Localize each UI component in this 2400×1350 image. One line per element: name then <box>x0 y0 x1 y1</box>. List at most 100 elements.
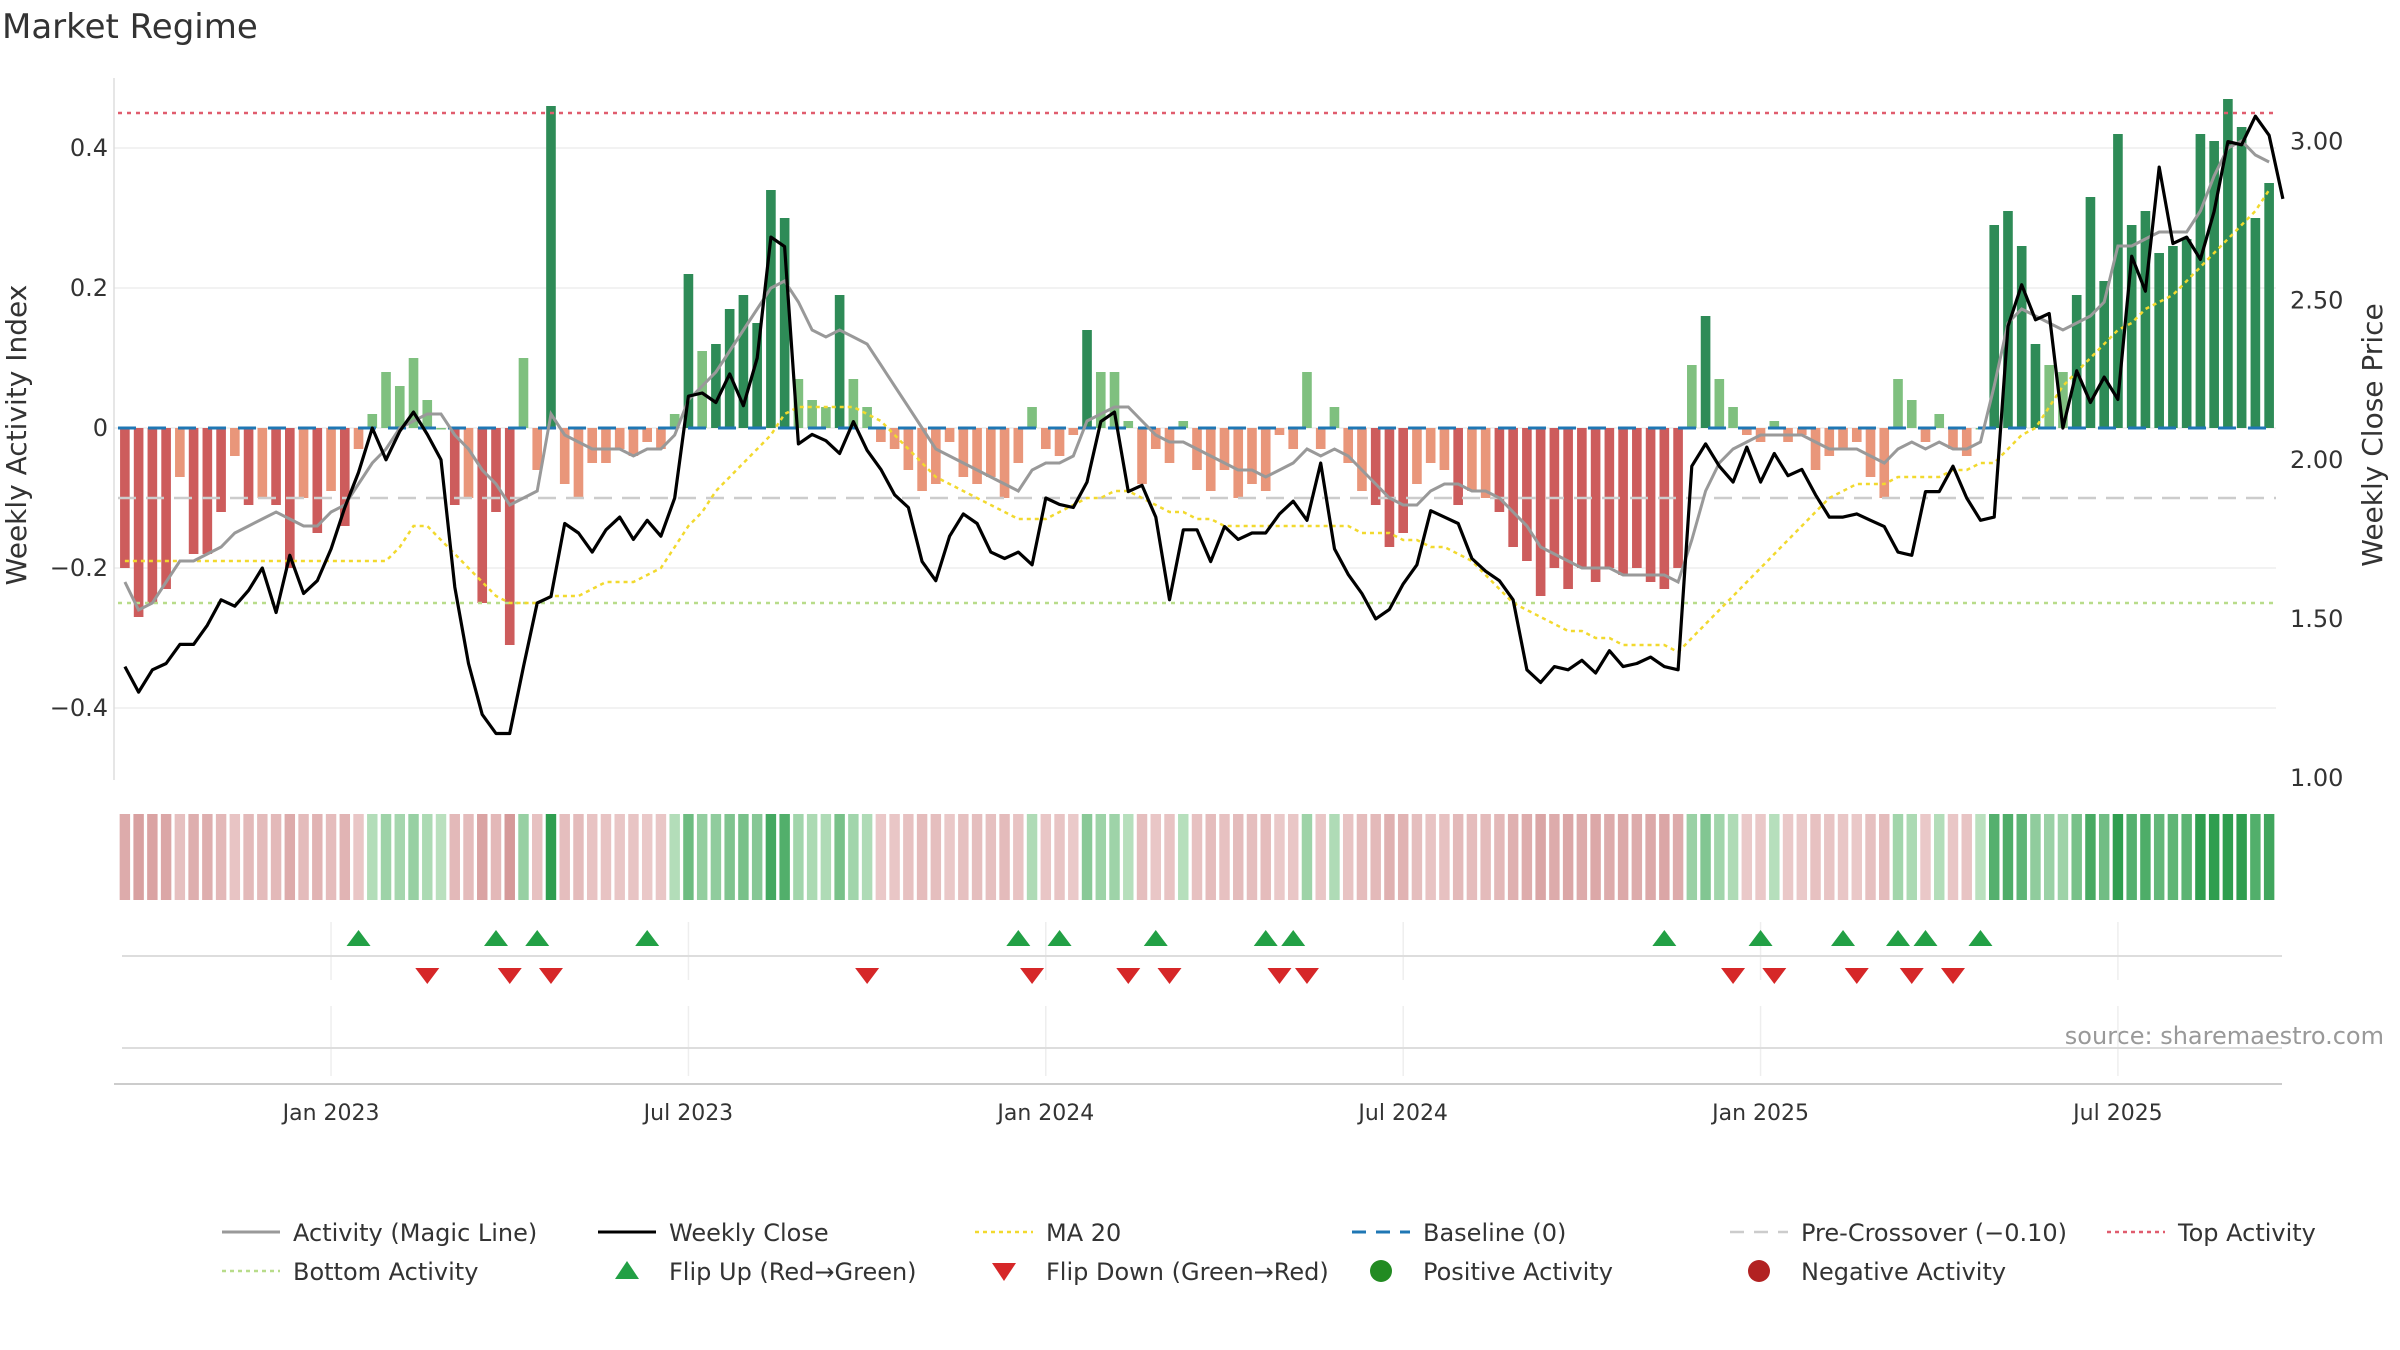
regime-cell <box>545 814 557 900</box>
activity-bar <box>986 428 996 477</box>
activity-bar <box>848 379 859 428</box>
activity-bar <box>1673 428 1683 568</box>
regime-cell <box>1741 814 1753 900</box>
regime-cell <box>1934 814 1945 900</box>
regime-cell <box>1054 814 1065 900</box>
regime-cell <box>1755 814 1766 900</box>
activity-bar <box>1796 428 1807 435</box>
activity-bar <box>1288 428 1299 449</box>
regime-cell <box>394 814 406 900</box>
activity-bar <box>1453 428 1463 505</box>
legend-label-flip_down: Flip Down (Green→Red) <box>1046 1258 1329 1286</box>
chart-title: Market Regime <box>2 7 258 47</box>
activity-bar <box>161 428 171 589</box>
regime-cell <box>1095 814 1107 900</box>
activity-bar <box>1741 428 1752 435</box>
x-tick-label: Jan 2025 <box>1710 1101 1809 1126</box>
regime-cell <box>1178 814 1189 900</box>
legend-label-positive_activity: Positive Activity <box>1423 1258 1613 1286</box>
regime-cell <box>1246 814 1258 900</box>
regime-cell <box>449 814 460 900</box>
regime-cell <box>1892 814 1904 900</box>
activity-bar <box>326 428 336 491</box>
regime-cell <box>1191 814 1203 900</box>
activity-bar <box>1013 428 1024 463</box>
activity-bar <box>436 428 446 430</box>
regime-cell <box>1961 814 1972 900</box>
regime-cell <box>1727 814 1739 900</box>
flip-up-marker <box>1913 930 1938 946</box>
activity-bar <box>917 428 927 491</box>
flip-down-marker <box>1721 968 1746 984</box>
flip-up-marker <box>1047 930 1072 946</box>
x-tick-label: Jan 2023 <box>281 1101 380 1126</box>
regime-cell <box>2140 814 2151 900</box>
activity-bar <box>133 428 144 617</box>
activity-bar <box>449 428 460 505</box>
regime-cell <box>1879 814 1890 900</box>
flip-up-marker <box>1968 930 1993 946</box>
regime-cell <box>202 814 213 900</box>
regime-cell <box>2085 814 2096 900</box>
activity-bar <box>1150 428 1161 449</box>
legend-label-weekly_close: Weekly Close <box>669 1219 829 1247</box>
regime-cell <box>971 814 983 900</box>
left-tick-label: 0 <box>93 414 108 442</box>
regime-cell <box>2195 814 2206 900</box>
flip-up-marker <box>1886 930 1911 946</box>
activity-bar <box>1329 407 1340 428</box>
regime-cell <box>1480 814 1491 900</box>
regime-cell <box>641 814 653 900</box>
activity-bar <box>1563 428 1573 589</box>
regime-cell <box>1356 814 1368 900</box>
activity-bar <box>1948 428 1958 449</box>
regime-cell <box>1645 814 1656 900</box>
regime-cell <box>696 814 708 900</box>
regime-cell <box>2208 814 2220 900</box>
series-lines <box>123 114 2285 736</box>
flip-up-marker <box>483 930 508 946</box>
activity-bar <box>1714 379 1725 428</box>
right-tick-label: 3.00 <box>2290 128 2343 156</box>
source-note: source: sharemaestro.com <box>2065 1022 2384 1050</box>
activity-bar <box>2264 183 2274 428</box>
regime-cell <box>1123 814 1134 900</box>
regime-cell <box>820 814 832 900</box>
activity-bar <box>889 428 900 449</box>
activity-bar <box>931 428 941 484</box>
legend-label-ma20: MA 20 <box>1046 1219 1121 1247</box>
activity-bar <box>477 428 488 603</box>
activity-bar <box>353 428 364 449</box>
activity-bar <box>793 379 804 428</box>
flip-up-marker <box>635 930 660 946</box>
activity-bar <box>559 428 570 484</box>
flip-down-marker <box>855 968 880 984</box>
activity-bar <box>175 428 185 477</box>
regime-cell <box>586 814 598 900</box>
activity-bar <box>463 428 474 498</box>
activity-bar <box>1398 428 1408 533</box>
activity-bar <box>188 428 199 554</box>
activity-bar <box>1618 428 1628 575</box>
regime-cell <box>999 814 1010 900</box>
activity-bar <box>2195 134 2206 428</box>
activity-bar <box>834 295 845 428</box>
regime-cell <box>1109 814 1120 900</box>
regime-cell <box>174 814 186 900</box>
regime-cell <box>1837 814 1849 900</box>
regime-cell <box>1782 814 1794 900</box>
regime-cell <box>861 814 873 900</box>
legend-label-bottom_activity: Bottom Activity <box>293 1258 478 1286</box>
activity-bar <box>601 428 611 463</box>
regime-cell <box>2222 814 2234 900</box>
flip-down-marker <box>1940 968 1965 984</box>
regime-cell <box>243 814 254 900</box>
regime-cell <box>1274 814 1285 900</box>
flip-down-marker <box>1844 968 1869 984</box>
regime-cell <box>1315 814 1326 900</box>
regime-cell <box>1219 814 1230 900</box>
flip-up-marker <box>346 930 371 946</box>
activity-bar <box>1027 407 1037 428</box>
activity-bar <box>2223 99 2233 428</box>
regime-cell <box>1425 814 1436 900</box>
